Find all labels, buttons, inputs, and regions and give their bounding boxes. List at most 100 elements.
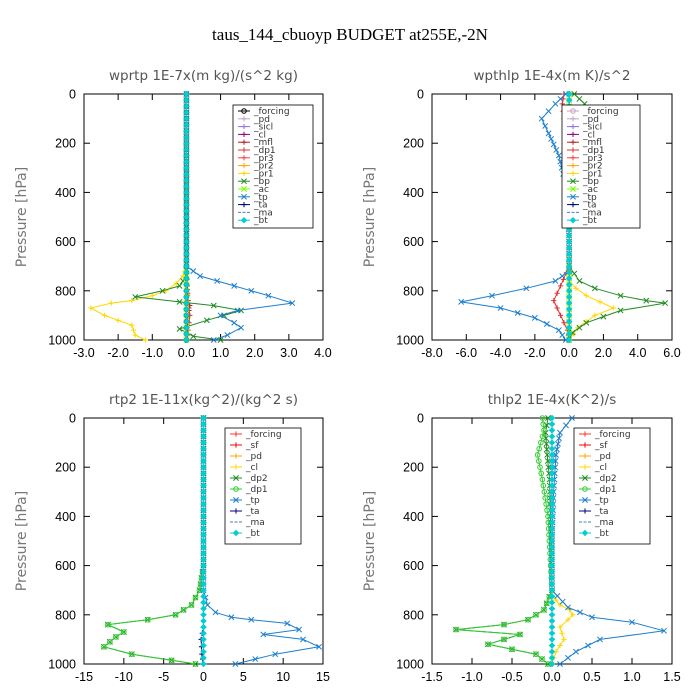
series-point (200, 427, 207, 434)
x-tick-label: 1.0 (623, 670, 640, 684)
x-tick-label: 2.0 (246, 346, 263, 360)
series-point (617, 292, 624, 299)
x-tick-label: -6.0 (456, 346, 478, 360)
series-point (183, 183, 190, 190)
series-point (548, 420, 556, 428)
series-point (543, 501, 549, 507)
series-point (548, 648, 556, 655)
series-point (545, 464, 552, 471)
legend-marker (570, 186, 576, 192)
figure-title: taus_144_cbuoyp BUDGET at255E,-2N (212, 25, 488, 44)
series-point (571, 270, 578, 277)
legend-label: _ta (253, 201, 268, 211)
series-point (200, 636, 207, 643)
x-tick-label: 1.5 (663, 670, 680, 684)
legend-label: _pr3 (253, 154, 274, 164)
series-point (183, 250, 190, 258)
series-point (509, 646, 515, 653)
legend: _forcing_sf_pd_cl_dp2_dp1_tp_ta_ma_bt (224, 427, 302, 545)
series-point (544, 451, 551, 458)
series-point (130, 327, 137, 333)
series-point (554, 446, 560, 453)
series-point (183, 121, 190, 128)
legend-marker (570, 124, 576, 130)
series-point (554, 290, 560, 296)
legend-label: _dp2 (245, 474, 268, 484)
x-tick-label: 4.0 (314, 346, 331, 360)
x-tick-label: 0 (200, 670, 207, 684)
legend-marker (233, 442, 239, 448)
legend-label: _ma (582, 208, 602, 218)
series-point (548, 623, 556, 631)
series-point (200, 476, 207, 483)
series-point (548, 135, 555, 142)
series-point (183, 299, 190, 307)
series-point (571, 91, 578, 97)
y-tick-label: 800 (55, 608, 76, 622)
series-point (200, 574, 207, 582)
series-point (107, 639, 113, 645)
legend-label: _bt (253, 216, 268, 226)
y-tick-label: 200 (403, 137, 424, 151)
series-point (203, 317, 210, 324)
series-point (548, 654, 556, 662)
y-tick-label: 800 (55, 284, 76, 298)
series-point (573, 648, 579, 655)
series-point (576, 278, 583, 284)
series-point (183, 201, 190, 208)
legend-marker (233, 464, 239, 470)
series-point (553, 597, 559, 603)
series-point (200, 445, 207, 452)
y-tick-label: 800 (403, 284, 424, 298)
x-tick-label: 15 (316, 670, 330, 684)
series-point (554, 592, 561, 599)
legend-label: _pr1 (253, 169, 274, 179)
series-point (565, 90, 573, 98)
series-point (200, 525, 207, 532)
x-tick-label: -8.0 (421, 346, 443, 360)
series-point (562, 337, 569, 343)
x-tick-label: 6.0 (663, 346, 680, 360)
x-tick-label: -4.0 (490, 346, 512, 360)
series-point (180, 607, 187, 613)
series-point (548, 574, 556, 582)
legend-label: _forcing (245, 430, 282, 440)
legend-label: _tp (253, 193, 268, 203)
series-point (183, 281, 190, 288)
series-point (551, 298, 557, 304)
series-point (573, 285, 579, 291)
legend-label: _ma (253, 208, 273, 218)
series-point (101, 643, 107, 650)
legend-marker (570, 155, 576, 161)
series-point (548, 433, 556, 440)
series-point (562, 91, 569, 97)
series-point (200, 433, 207, 440)
legend-marker (581, 529, 589, 537)
series-point (316, 643, 322, 650)
series-dp1 (453, 415, 555, 667)
series-point (183, 269, 190, 276)
series-point (232, 661, 239, 667)
legend-label: _ta (245, 507, 260, 517)
series-point (183, 133, 190, 141)
series-point (183, 262, 190, 270)
series-point (557, 642, 563, 649)
legend-marker (241, 131, 247, 137)
series-point (183, 189, 190, 196)
series-point (555, 440, 561, 447)
legend-label: _mfl (582, 138, 602, 148)
series-point (183, 207, 190, 215)
x-tick-label: 0.0 (560, 346, 577, 360)
series-point (548, 470, 556, 477)
series-point (592, 312, 598, 318)
series-point (548, 568, 556, 575)
x-tick-label: -10 (115, 670, 133, 684)
series-point (238, 324, 245, 331)
series-point (200, 507, 207, 514)
legend-marker (570, 139, 576, 145)
legend-marker (232, 529, 240, 537)
series-point (289, 300, 296, 307)
series-point (183, 324, 190, 331)
y-tick-label: 0 (417, 412, 424, 426)
